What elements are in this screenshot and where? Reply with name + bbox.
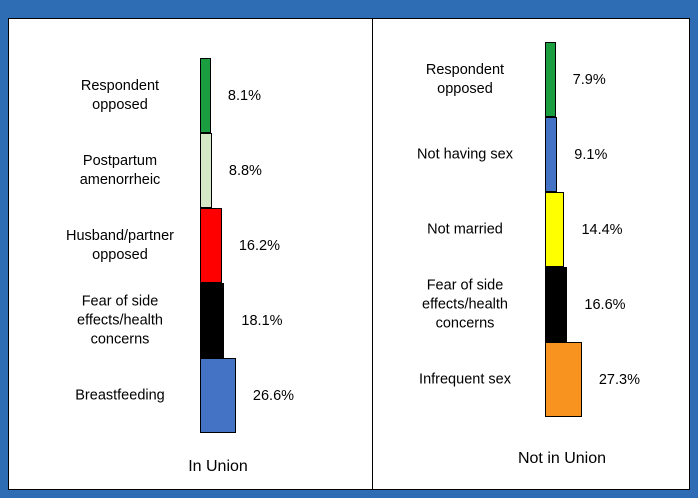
bar-segment xyxy=(200,208,222,283)
bar-segment xyxy=(200,133,212,208)
bar-segment xyxy=(545,192,565,267)
category-label: Breastfeeding xyxy=(75,387,165,403)
bar-segment xyxy=(545,117,558,192)
value-label: 26.6% xyxy=(252,387,295,404)
category-label: Respondent opposed xyxy=(425,61,505,97)
category-label: Husband/partner opposed xyxy=(65,227,174,263)
value-label: 18.1% xyxy=(241,312,283,329)
value-label: 8.8% xyxy=(228,162,262,179)
chart-title: In Union xyxy=(188,458,248,475)
category-label: Respondent opposed xyxy=(80,77,160,113)
value-label: 7.9% xyxy=(572,71,606,88)
bar-segment xyxy=(200,58,211,133)
bar-segment xyxy=(545,42,556,117)
category-label: Fear of side effects/health concerns xyxy=(77,293,163,347)
bar-segment xyxy=(545,267,568,342)
bar-segment xyxy=(545,342,582,417)
category-label: Not having sex xyxy=(417,146,513,162)
value-label: 27.3% xyxy=(598,371,640,388)
panel xyxy=(372,18,690,490)
category-label: Fear of side effects/health concerns xyxy=(422,277,508,331)
value-label: 9.1% xyxy=(574,146,608,163)
value-label: 14.4% xyxy=(581,221,623,238)
bar-segment xyxy=(200,358,236,433)
category-label: Postpartum amenorrheic xyxy=(79,152,161,188)
category-label: Not married xyxy=(427,221,503,237)
value-label: 16.2% xyxy=(238,237,280,254)
bar-segment xyxy=(200,283,225,358)
value-label: 8.1% xyxy=(227,87,261,104)
panel xyxy=(8,18,373,490)
chart-title: Not in Union xyxy=(517,450,607,467)
value-label: 16.6% xyxy=(584,296,626,313)
category-label: Infrequent sex xyxy=(419,371,511,387)
